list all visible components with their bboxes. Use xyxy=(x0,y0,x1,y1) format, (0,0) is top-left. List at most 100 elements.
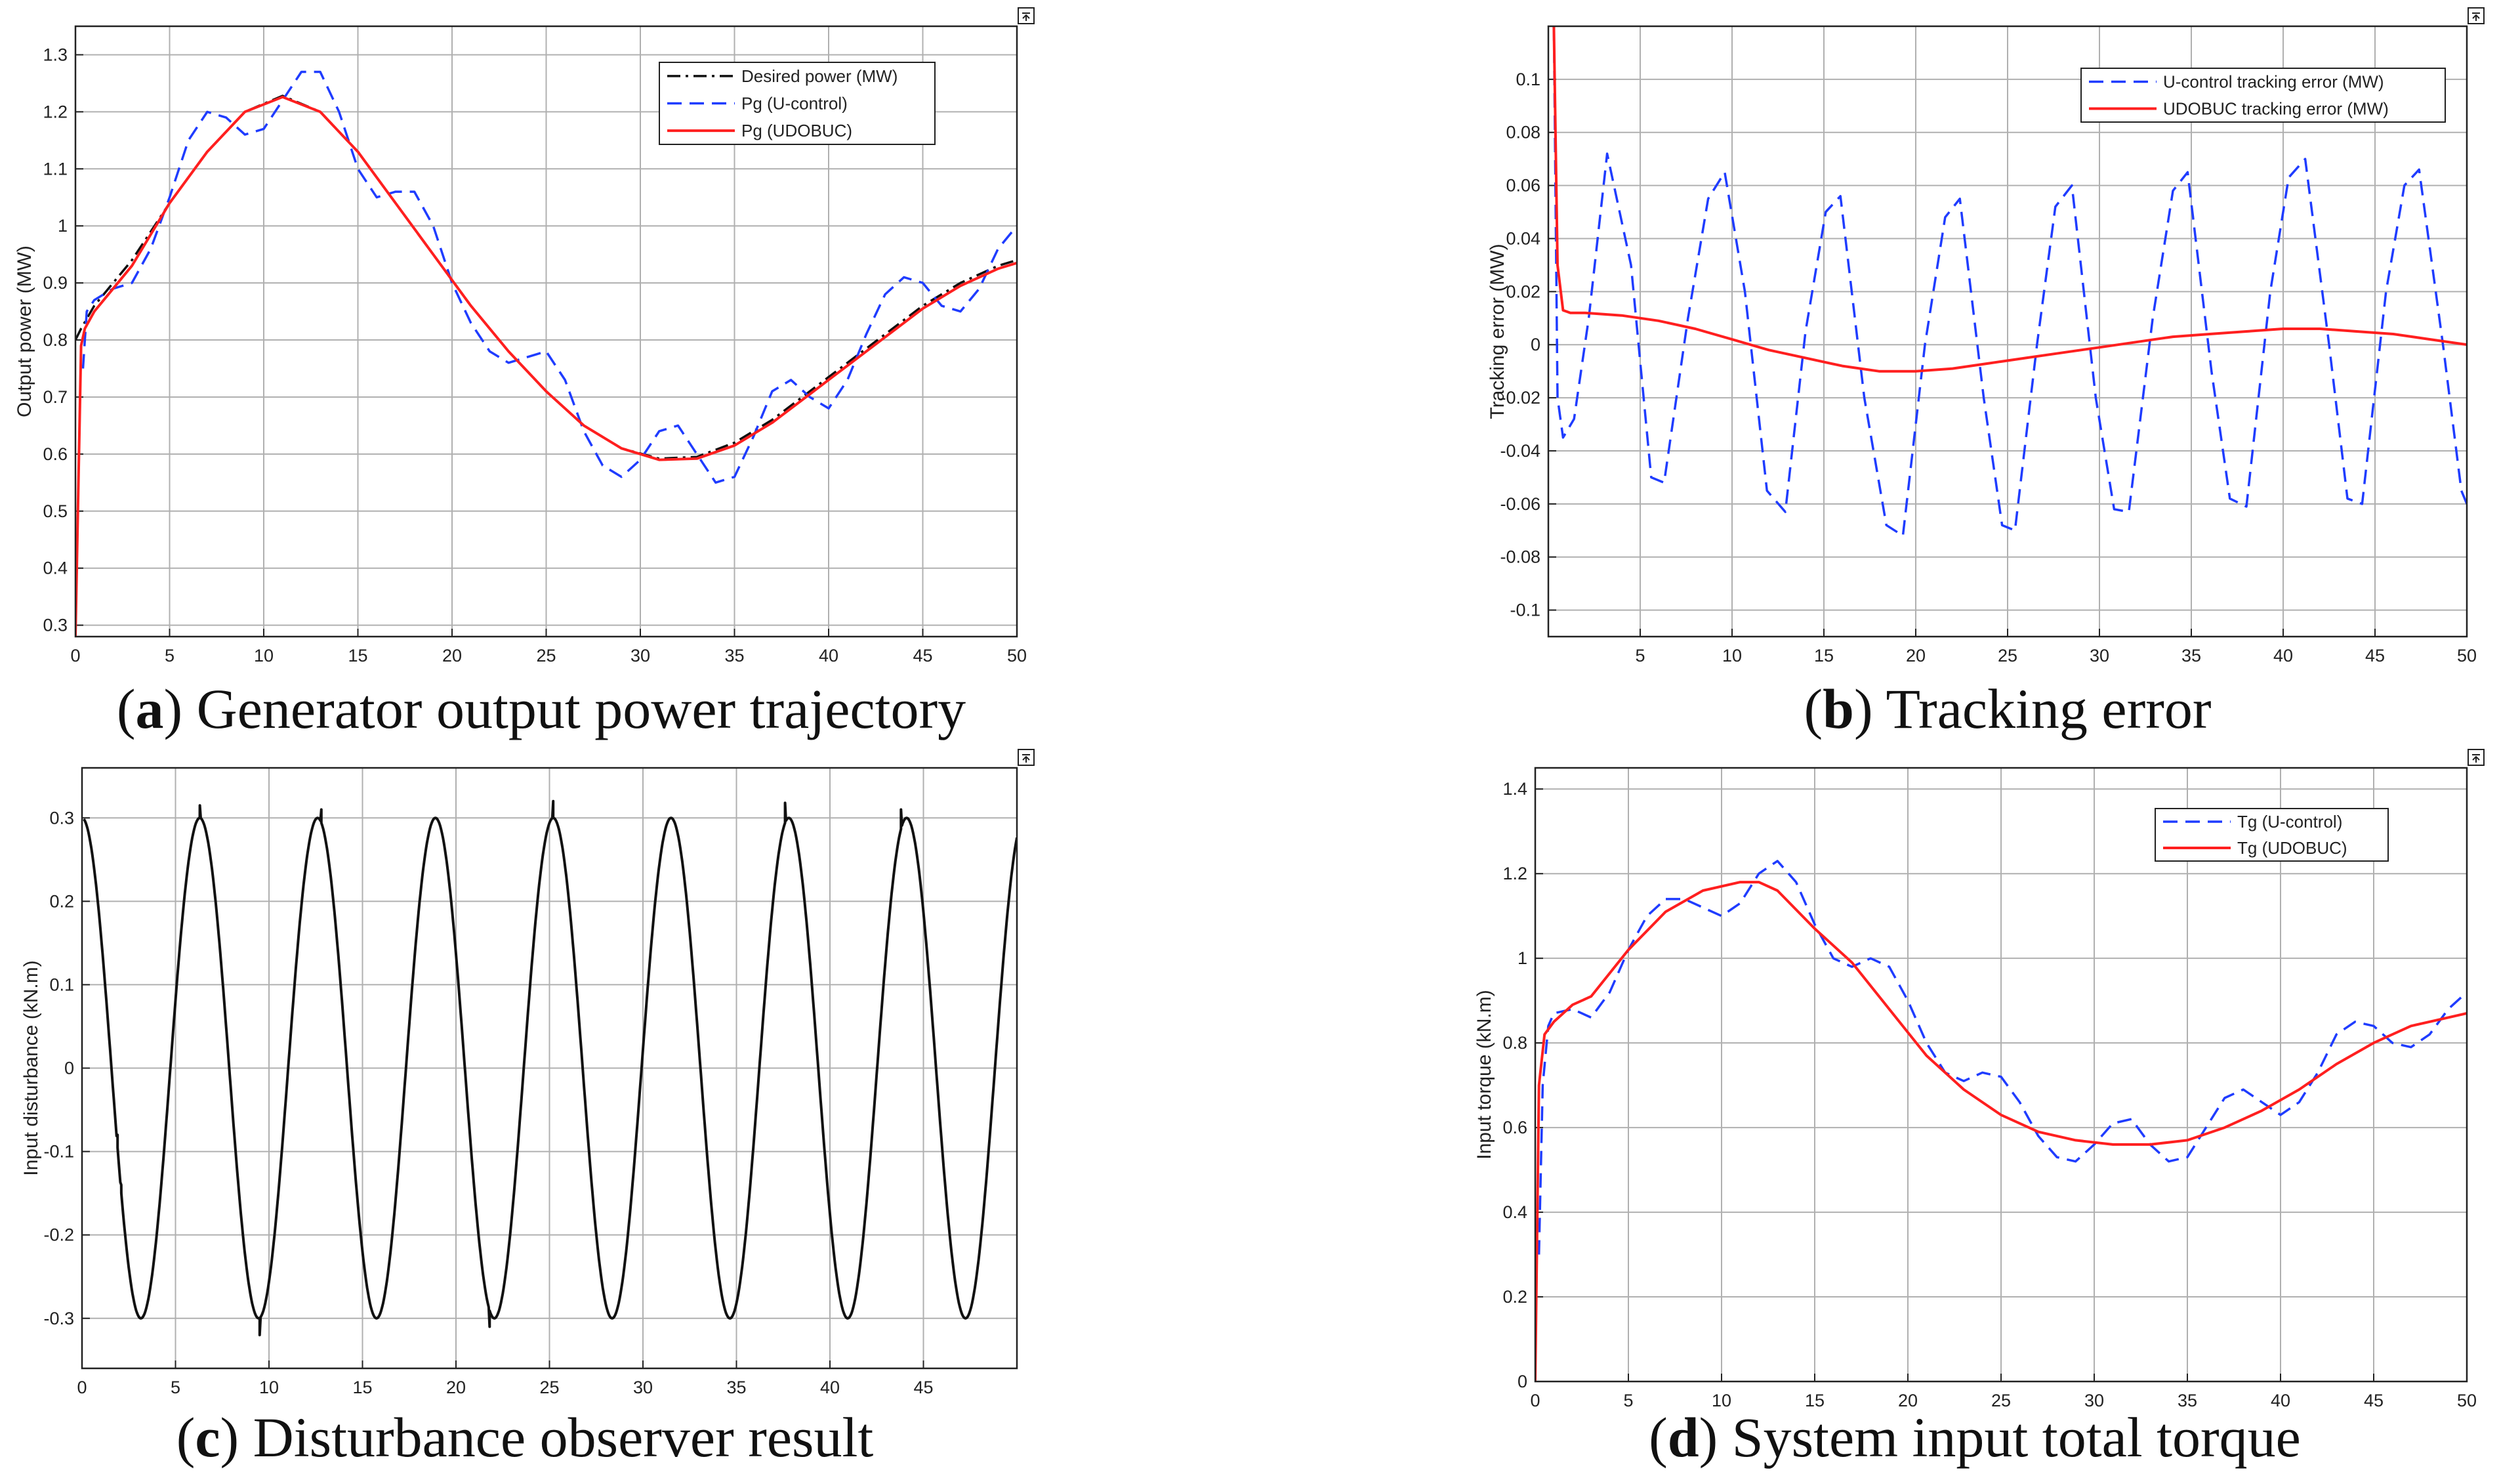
y-tick-label-b: 0.08 xyxy=(1506,123,1540,142)
y-tick-label-b: 0.1 xyxy=(1516,70,1540,89)
axes-frame-d xyxy=(1534,767,2468,1383)
x-tick-label-d: 40 xyxy=(2271,1391,2290,1410)
series-line-c-0 xyxy=(83,799,1017,1337)
x-tick-label-d: 10 xyxy=(1712,1391,1731,1410)
chart-b: 5 10 15 20 25 30 35 40 45 50 -0.1 -0.08 -0.06 -0.04 -0… xyxy=(1487,7,2485,665)
y-tick-label-c: 0.3 xyxy=(49,808,74,828)
x-tick-label-d: 20 xyxy=(1898,1391,1918,1410)
series-line-d-1 xyxy=(1535,881,2467,1381)
y-tick-label-b: -0.02 xyxy=(1500,388,1540,408)
x-tick-label-a: 30 xyxy=(630,646,650,665)
x-tick-label-d: 30 xyxy=(2084,1391,2104,1410)
legend-a: Desired power (MW) Pg (U-control) Pg (UDOB… xyxy=(659,62,936,145)
x-tick-label-c: 35 xyxy=(726,1378,746,1397)
x-tick-label-b: 45 xyxy=(2365,646,2385,665)
x-tick-label-d: 45 xyxy=(2364,1391,2384,1410)
caption-c-letter: c xyxy=(195,1406,220,1469)
x-tick-label-a: 15 xyxy=(348,646,367,665)
x-tick-label-a: 50 xyxy=(1007,646,1027,665)
axes-frame-a xyxy=(74,25,1018,638)
x-tick-label-b: 50 xyxy=(2457,646,2477,665)
y-tick-label-c: 0.2 xyxy=(49,891,74,911)
x-tick-label-c: 15 xyxy=(352,1378,372,1397)
x-tick-label-a: 0 xyxy=(70,646,80,665)
corner-icon xyxy=(2468,7,2485,24)
corner-icon-glyph xyxy=(2472,754,2480,763)
y-tick-label-d: 0 xyxy=(1518,1372,1527,1391)
x-tick-label-d: 35 xyxy=(2178,1391,2197,1410)
legend-label-d-0: Tg (U-control) xyxy=(2237,812,2342,832)
axes-frame-c xyxy=(81,767,1018,1370)
x-tick-label-b: 5 xyxy=(1635,646,1645,665)
caption-b: (b) Tracking error xyxy=(1804,677,2212,740)
x-tick-label-d: 5 xyxy=(1623,1391,1633,1410)
y-axis-label-b: Tracking error (MW) xyxy=(1487,243,1508,419)
caption-d-letter: d xyxy=(1667,1406,1699,1469)
caption-c-text: Disturbance observer result xyxy=(253,1406,874,1469)
x-tick-label-a: 10 xyxy=(254,646,274,665)
y-tick-label-b: -0.1 xyxy=(1510,601,1540,620)
y-tick-label-a: 1.3 xyxy=(43,45,68,64)
y-tick-label-d: 0.2 xyxy=(1502,1287,1527,1307)
legend-b: U-control tracking error (MW) UDOBUC trac… xyxy=(2080,68,2446,123)
x-tick-label-b: 25 xyxy=(1998,646,2017,665)
y-axis-label-a: Output power (MW) xyxy=(14,245,35,417)
y-tick-label-a: 1 xyxy=(58,216,68,236)
y-tick-label-d: 0.4 xyxy=(1502,1202,1527,1222)
caption-a-letter: a xyxy=(135,677,164,740)
x-tick-label-c: 10 xyxy=(259,1378,279,1397)
legend-box-b xyxy=(2080,68,2446,123)
y-tick-label-d: 1.2 xyxy=(1502,864,1527,883)
y-tick-label-a: 1.1 xyxy=(43,159,68,179)
corner-icon-glyph xyxy=(1022,754,1030,763)
x-tick-label-d: 0 xyxy=(1530,1391,1540,1410)
caption-b-text: Tracking error xyxy=(1886,677,2212,740)
x-tick-label-b: 10 xyxy=(1722,646,1742,665)
chart-d: 0 5 10 15 20 25 30 35 40 45 50 0 0.2 0.4 0.6 0.8 1 1.2 1.4… xyxy=(1474,749,2485,1410)
y-tick-label-b: -0.06 xyxy=(1500,494,1540,514)
y-tick-label-c: 0.1 xyxy=(49,975,74,994)
y-tick-label-a: 0.7 xyxy=(43,387,68,407)
y-tick-label-d: 0.8 xyxy=(1502,1033,1527,1053)
x-tick-label-b: 20 xyxy=(1906,646,1926,665)
legend-label-b-1: UDOBUC tracking error (MW) xyxy=(2163,99,2389,119)
y-tick-label-a: 0.9 xyxy=(43,273,68,293)
y-tick-label-b: 0.04 xyxy=(1506,228,1540,248)
y-tick-label-a: 0.6 xyxy=(43,444,68,464)
corner-icon xyxy=(2468,749,2485,766)
x-tick-label-b: 35 xyxy=(2181,646,2201,665)
y-tick-label-b: 0.02 xyxy=(1506,282,1540,301)
x-tick-label-c: 40 xyxy=(820,1378,840,1397)
y-tick-label-d: 1 xyxy=(1518,948,1527,968)
y-axis-label-d: Input torque (kN.m) xyxy=(1474,990,1495,1159)
caption-d-text: System input total torque xyxy=(1731,1406,2301,1469)
chart-a: 0 5 10 15 20 25 30 35 40 45 50 0.3 0.4 0.5 0.6 0.7 0.8 0.… xyxy=(14,7,1035,665)
legend-label-a-1: Pg (U-control) xyxy=(741,94,848,114)
x-tick-label-c: 25 xyxy=(539,1378,559,1397)
series-line-b-0 xyxy=(1552,26,2467,538)
legend-label-d-1: Tg (UDOBUC) xyxy=(2237,838,2347,858)
y-tick-label-c: -0.1 xyxy=(43,1142,74,1162)
corner-icon-glyph xyxy=(1022,12,1030,21)
x-tick-label-a: 25 xyxy=(536,646,556,665)
x-tick-label-b: 40 xyxy=(2273,646,2293,665)
x-tick-label-a: 20 xyxy=(442,646,462,665)
x-tick-label-d: 50 xyxy=(2457,1391,2477,1410)
y-tick-label-a: 0.4 xyxy=(43,559,68,578)
x-tick-label-b: 15 xyxy=(1814,646,1834,665)
y-tick-label-d: 1.4 xyxy=(1502,779,1527,799)
chart-c: 0 5 10 15 20 25 30 35 40 45 -0.3 -0.2 -0.1 0 0.1 0.2 0.3… xyxy=(20,749,1035,1397)
legend-d: Tg (U-control) Tg (UDOBUC) xyxy=(2155,808,2389,862)
y-tick-label-b: 0 xyxy=(1531,335,1540,354)
series-line-a-2 xyxy=(75,95,1017,637)
series-line-d-0 xyxy=(1537,860,2467,1255)
x-tick-label-c: 30 xyxy=(633,1378,653,1397)
caption-a-text: Generator output power trajectory xyxy=(196,677,966,740)
x-tick-label-d: 15 xyxy=(1805,1391,1825,1410)
axes-frame-b xyxy=(1547,25,2468,638)
legend-label-a-2: Pg (UDOBUC) xyxy=(741,121,852,140)
caption-b-letter: b xyxy=(1823,677,1854,740)
y-tick-label-b: 0.06 xyxy=(1506,176,1540,196)
y-tick-label-a: 0.5 xyxy=(43,501,68,521)
